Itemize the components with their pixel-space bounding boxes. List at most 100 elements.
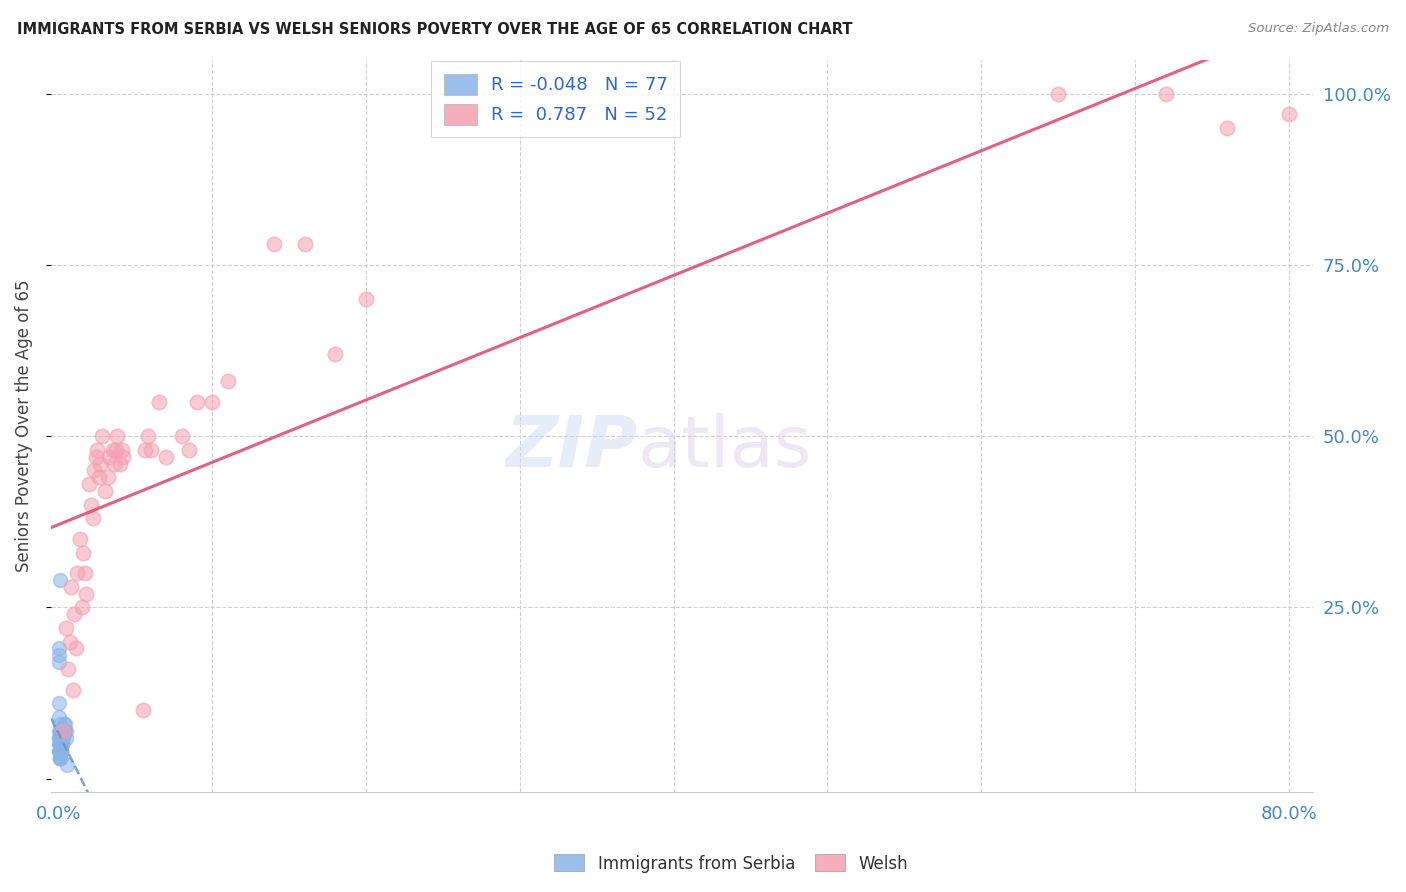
Point xyxy=(48,710,70,724)
Point xyxy=(110,457,132,471)
Point xyxy=(48,573,70,587)
Point xyxy=(79,477,101,491)
Point xyxy=(49,744,72,758)
Point xyxy=(48,641,70,656)
Point xyxy=(65,641,87,656)
Point xyxy=(52,723,75,738)
Point xyxy=(49,737,72,751)
Point xyxy=(49,744,72,758)
Point xyxy=(48,731,70,745)
Point xyxy=(1154,87,1177,101)
Point xyxy=(87,470,110,484)
Point xyxy=(82,511,104,525)
Y-axis label: Seniors Poverty Over the Age of 65: Seniors Poverty Over the Age of 65 xyxy=(15,280,32,572)
Point xyxy=(51,737,73,751)
Point xyxy=(170,429,193,443)
Text: IMMIGRANTS FROM SERBIA VS WELSH SENIORS POVERTY OVER THE AGE OF 65 CORRELATION C: IMMIGRANTS FROM SERBIA VS WELSH SENIORS … xyxy=(17,22,852,37)
Point xyxy=(104,442,127,457)
Point xyxy=(48,737,70,751)
Point xyxy=(56,662,79,676)
Point xyxy=(49,731,72,745)
Point xyxy=(294,237,316,252)
Point xyxy=(90,429,112,443)
Point xyxy=(49,751,72,765)
Point xyxy=(48,744,70,758)
Point xyxy=(58,634,80,648)
Point xyxy=(325,347,347,361)
Point xyxy=(155,450,177,464)
Point xyxy=(217,375,239,389)
Point xyxy=(48,744,70,758)
Point xyxy=(263,237,285,252)
Point xyxy=(112,450,135,464)
Point xyxy=(49,744,72,758)
Point xyxy=(51,737,73,751)
Point xyxy=(51,737,73,751)
Point xyxy=(84,450,107,464)
Point xyxy=(48,723,70,738)
Point xyxy=(52,723,75,738)
Point xyxy=(49,744,72,758)
Point xyxy=(48,731,70,745)
Point xyxy=(48,744,70,758)
Point xyxy=(55,621,77,635)
Point xyxy=(62,682,84,697)
Point xyxy=(49,731,72,745)
Point xyxy=(49,744,72,758)
Point xyxy=(48,696,70,710)
Point xyxy=(49,737,72,751)
Point xyxy=(48,723,70,738)
Point xyxy=(94,483,117,498)
Point xyxy=(136,429,159,443)
Point xyxy=(49,737,72,751)
Point xyxy=(49,744,72,758)
Point xyxy=(49,731,72,745)
Point xyxy=(51,731,73,745)
Point xyxy=(48,737,70,751)
Point xyxy=(49,751,72,765)
Point xyxy=(48,744,70,758)
Point xyxy=(49,737,72,751)
Point xyxy=(48,648,70,663)
Point xyxy=(70,600,93,615)
Point xyxy=(186,395,208,409)
Text: Source: ZipAtlas.com: Source: ZipAtlas.com xyxy=(1249,22,1389,36)
Point xyxy=(55,731,77,745)
Point xyxy=(48,737,70,751)
Point xyxy=(53,723,76,738)
Point xyxy=(60,580,83,594)
Point xyxy=(1216,121,1239,136)
Point xyxy=(354,292,377,306)
Point xyxy=(1047,87,1070,101)
Point xyxy=(89,457,111,471)
Point xyxy=(55,723,77,738)
Point xyxy=(49,744,72,758)
Point xyxy=(52,731,75,745)
Point xyxy=(49,744,72,758)
Point xyxy=(179,442,201,457)
Point xyxy=(49,744,72,758)
Point xyxy=(49,744,72,758)
Point xyxy=(48,731,70,745)
Point xyxy=(49,737,72,751)
Point xyxy=(66,566,89,581)
Point xyxy=(63,607,86,622)
Point xyxy=(49,744,72,758)
Point xyxy=(73,566,96,581)
Point xyxy=(103,457,125,471)
Point xyxy=(201,395,224,409)
Point xyxy=(101,442,124,457)
Point xyxy=(49,744,72,758)
Point xyxy=(132,703,155,717)
Point xyxy=(80,498,103,512)
Text: ZIP: ZIP xyxy=(506,413,638,483)
Point xyxy=(98,450,121,464)
Point xyxy=(51,744,73,758)
Point xyxy=(139,442,162,457)
Point xyxy=(52,723,75,738)
Point xyxy=(69,532,91,546)
Point xyxy=(51,737,73,751)
Point xyxy=(56,758,79,772)
Point xyxy=(72,546,94,560)
Point xyxy=(105,429,128,443)
